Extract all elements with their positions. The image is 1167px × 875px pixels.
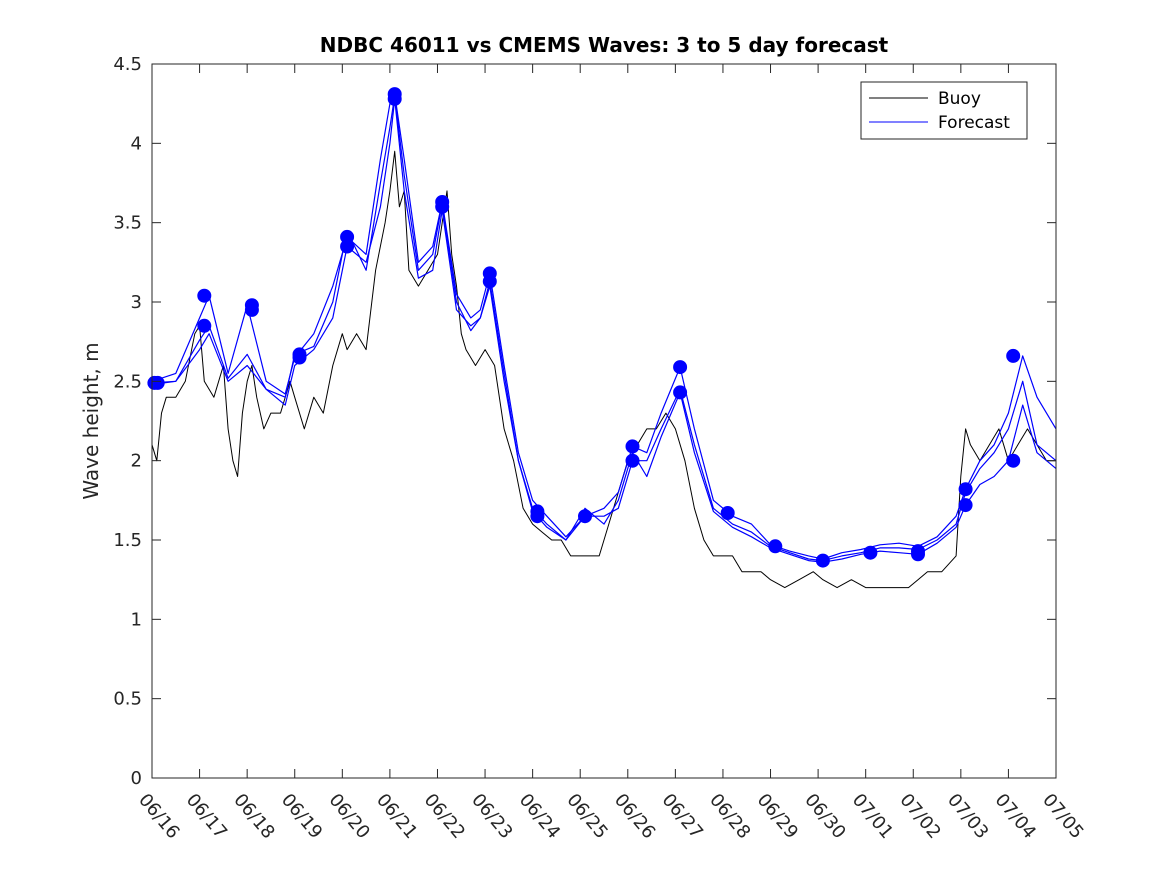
forecast-marker <box>625 453 640 468</box>
forecast-marker <box>768 539 783 554</box>
y-tick-label: 3.5 <box>113 213 142 234</box>
forecast-marker <box>625 439 640 454</box>
y-axis-label: Wave height, m <box>79 342 103 499</box>
y-tick-label: 1 <box>131 609 142 630</box>
forecast-marker <box>197 288 212 303</box>
forecast-marker <box>958 498 973 513</box>
forecast-marker <box>1006 348 1021 363</box>
legend-forecast-label: Forecast <box>938 113 1010 133</box>
buoy-series-line <box>151 150 1056 589</box>
forecast-marker <box>244 302 259 317</box>
forecast-marker <box>387 91 402 106</box>
forecast-marker <box>340 239 355 254</box>
forecast-series-line-1 <box>151 95 1057 562</box>
legend: Buoy Forecast <box>860 81 1028 140</box>
forecast-marker <box>720 506 735 520</box>
forecast-marker <box>1006 453 1021 468</box>
chart-title: NDBC 46011 vs CMEMS Waves: 3 to 5 day fo… <box>320 33 889 57</box>
y-tick-label: 2.5 <box>113 371 142 392</box>
y-tick-label: 3 <box>131 292 142 313</box>
forecast-marker <box>530 509 545 524</box>
forecast-marker <box>958 482 973 497</box>
y-tick-label: 1.5 <box>113 530 142 551</box>
forecast-marker <box>815 553 830 568</box>
forecast-marker <box>482 274 497 289</box>
forecast-marker <box>673 385 688 400</box>
forecast-series-line-3 <box>151 98 1057 563</box>
y-tick-label: 4 <box>131 133 142 154</box>
forecast-marker <box>673 360 688 375</box>
y-tick-label: 2 <box>131 451 142 472</box>
y-axis: 0 0.5 1 1.5 2 2.5 3 3.5 4 4.5 <box>113 54 1056 789</box>
forecast-marker <box>435 199 450 214</box>
plot-markers <box>147 87 1021 568</box>
forecast-marker <box>578 509 592 524</box>
forecast-marker <box>197 318 212 333</box>
legend-box <box>860 81 1028 140</box>
forecast-series-line-2 <box>151 93 1057 560</box>
legend-buoy-label: Buoy <box>938 89 981 109</box>
forecast-marker <box>150 375 165 390</box>
plot-frame <box>151 63 1057 779</box>
forecast-marker <box>911 547 925 562</box>
y-tick-label: 0.5 <box>113 689 142 710</box>
forecast-marker <box>292 350 307 365</box>
plot-lines <box>151 93 1057 589</box>
forecast-marker <box>863 545 878 560</box>
y-tick-label: 4.5 <box>113 54 142 75</box>
y-tick-label: 0 <box>131 768 142 789</box>
